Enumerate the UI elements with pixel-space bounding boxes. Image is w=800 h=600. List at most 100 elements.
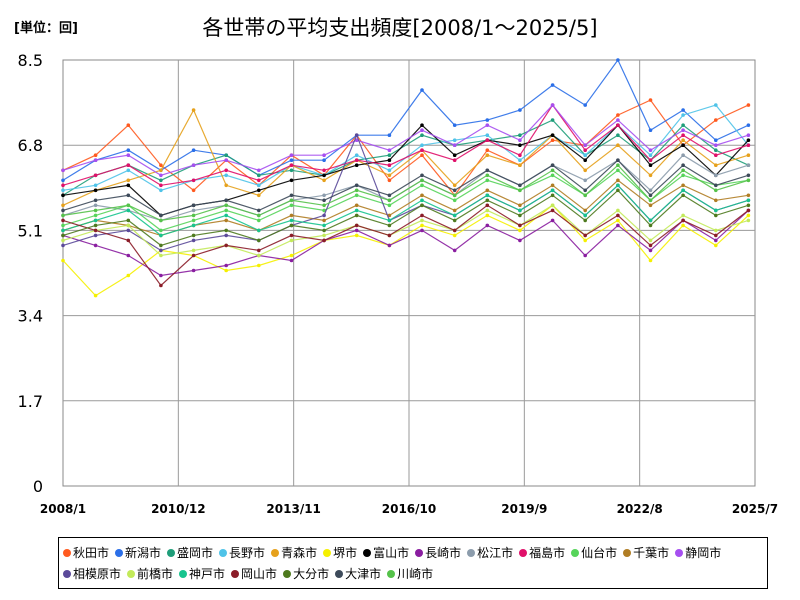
data-point <box>518 143 522 147</box>
legend-item: 川崎市 <box>387 563 433 584</box>
data-point <box>289 168 294 173</box>
data-point <box>746 178 751 183</box>
data-point <box>452 218 457 223</box>
data-point <box>126 208 131 213</box>
data-point <box>322 198 326 203</box>
data-point <box>387 243 392 248</box>
data-point <box>93 158 98 162</box>
data-point <box>452 123 457 127</box>
data-point <box>550 208 555 213</box>
data-point <box>452 213 457 218</box>
legend-item: 岡山市 <box>231 563 277 584</box>
data-point <box>485 168 490 173</box>
data-point <box>126 223 131 228</box>
y-tick-label: 5.1 <box>18 221 43 240</box>
legend-label: 川崎市 <box>397 567 434 581</box>
data-point <box>224 218 228 223</box>
data-point <box>648 153 653 157</box>
data-point <box>746 103 751 107</box>
data-point <box>289 193 294 198</box>
data-point <box>191 223 196 228</box>
data-point <box>126 238 131 243</box>
data-point <box>550 193 555 198</box>
data-point <box>61 193 65 198</box>
data-point <box>354 163 359 167</box>
data-point <box>746 123 751 127</box>
data-point <box>485 123 490 127</box>
data-point <box>257 248 261 253</box>
data-point <box>616 183 620 188</box>
data-point <box>126 178 131 183</box>
data-point <box>159 213 163 218</box>
data-point <box>224 213 228 218</box>
data-point <box>485 193 490 198</box>
data-point <box>126 153 131 157</box>
data-point <box>746 163 751 167</box>
data-point <box>387 168 392 173</box>
data-point <box>485 208 490 213</box>
data-point <box>681 163 685 167</box>
data-point <box>420 148 424 152</box>
data-point <box>257 193 261 198</box>
legend-label: 秋田市 <box>73 546 110 560</box>
data-point <box>159 178 163 183</box>
data-point <box>387 213 392 218</box>
series-line <box>62 104 749 186</box>
data-point <box>714 118 718 122</box>
data-point <box>681 213 685 218</box>
data-point <box>550 133 555 137</box>
data-point <box>93 183 98 188</box>
data-point <box>191 108 196 112</box>
data-point <box>61 208 65 213</box>
legend-item: 前橋市 <box>127 563 173 584</box>
series-line <box>62 204 749 287</box>
data-point <box>681 193 685 198</box>
data-point <box>583 218 587 223</box>
unit-label: [単位：回] <box>14 21 78 36</box>
data-point <box>746 208 751 213</box>
data-point <box>518 223 522 228</box>
data-point <box>648 203 653 208</box>
data-point <box>354 223 359 228</box>
data-point <box>583 158 587 162</box>
data-point <box>583 193 587 198</box>
legend-item: 大津市 <box>335 563 381 584</box>
data-point <box>224 173 228 178</box>
data-point <box>257 253 261 258</box>
data-point <box>191 203 196 208</box>
chart-legend: 秋田市 新潟市 盛岡市 長野市 青森市 堺市 富山市 長崎市 松江市 福島市 仙台市 千葉市 静岡市 相模… <box>58 537 768 589</box>
data-point <box>518 238 522 243</box>
data-point <box>616 223 620 228</box>
data-point <box>61 233 65 238</box>
series-line <box>62 99 749 197</box>
legend-item: 神戸市 <box>179 563 225 584</box>
legend-marker <box>335 569 344 578</box>
data-point <box>616 163 620 167</box>
data-point <box>191 213 196 218</box>
data-point <box>648 158 653 162</box>
y-tick-label: 1.7 <box>18 392 43 411</box>
data-point <box>224 203 228 208</box>
data-point <box>191 148 196 152</box>
data-point <box>681 218 685 223</box>
data-point <box>159 243 163 248</box>
data-point <box>191 188 196 193</box>
data-point <box>257 168 261 173</box>
data-point <box>420 223 424 228</box>
data-point <box>322 193 326 198</box>
data-point <box>420 133 424 137</box>
data-point <box>681 168 685 173</box>
data-point <box>648 188 653 193</box>
data-point <box>354 138 359 142</box>
data-point <box>616 123 620 127</box>
data-point <box>61 258 65 263</box>
data-point <box>616 213 620 218</box>
legend-marker <box>323 548 332 557</box>
data-point <box>61 213 65 218</box>
series-line <box>62 119 749 196</box>
data-point <box>224 153 228 157</box>
data-point <box>550 163 555 167</box>
data-point <box>61 178 65 183</box>
data-point <box>61 238 65 243</box>
data-point <box>224 228 228 233</box>
